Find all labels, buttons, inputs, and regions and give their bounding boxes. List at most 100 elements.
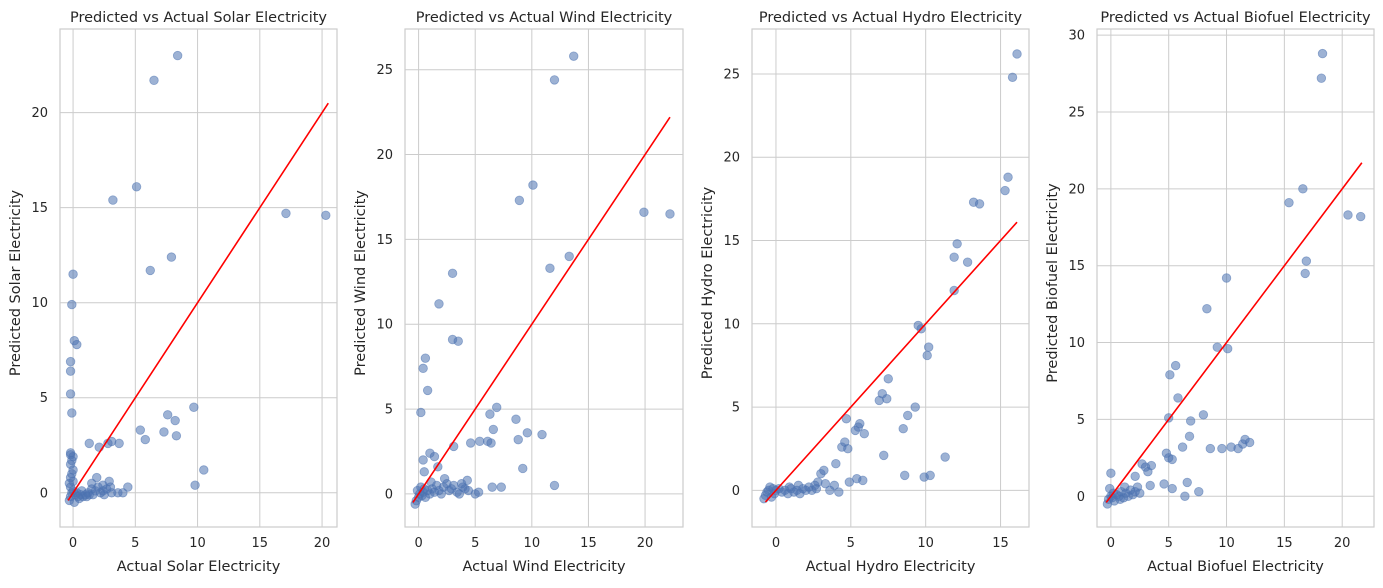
data-point bbox=[456, 479, 467, 489]
data-point bbox=[1298, 184, 1308, 194]
scatter-series bbox=[64, 50, 331, 507]
data-point bbox=[784, 482, 795, 492]
y-tick-label: 25 bbox=[1068, 106, 1085, 121]
data-point bbox=[131, 182, 142, 192]
x-tick-label: 0 bbox=[1107, 536, 1115, 551]
data-point bbox=[492, 402, 502, 413]
data-point bbox=[68, 269, 78, 279]
x-tick-label: 15 bbox=[580, 536, 597, 551]
y-tick-label: 0 bbox=[40, 486, 48, 501]
chart-title: Predicted vs Actual Solar Electricity bbox=[70, 10, 327, 26]
y-tick-label: 5 bbox=[732, 401, 740, 416]
y-tick-label: 20 bbox=[723, 151, 740, 166]
x-axis-label: Actual Hydro Electricity bbox=[806, 559, 976, 575]
data-point bbox=[1222, 344, 1233, 354]
data-point bbox=[1115, 494, 1125, 505]
data-point bbox=[1316, 73, 1327, 83]
data-point bbox=[834, 487, 844, 497]
data-point bbox=[422, 385, 433, 396]
data-point bbox=[1194, 486, 1204, 497]
data-point bbox=[545, 263, 555, 273]
x-tick-label: 5 bbox=[131, 536, 139, 551]
data-point bbox=[1167, 483, 1177, 494]
data-point bbox=[1130, 471, 1140, 481]
data-point bbox=[793, 480, 804, 491]
data-point bbox=[465, 438, 476, 448]
data-point bbox=[1217, 443, 1227, 454]
data-point bbox=[1221, 273, 1232, 283]
data-point bbox=[858, 475, 868, 486]
data-point bbox=[418, 363, 428, 374]
data-point bbox=[1317, 48, 1328, 59]
data-point bbox=[1003, 172, 1013, 182]
y-axis-label: Predicted Hydro Electricity bbox=[700, 186, 716, 379]
data-point bbox=[439, 473, 450, 484]
chart-panel-2: 0 5 10 15 20 0 5 10 15 20 25 Predicted vs Actual Wi… bbox=[353, 10, 684, 575]
data-point bbox=[92, 472, 102, 483]
data-point bbox=[1180, 491, 1190, 501]
data-point bbox=[1106, 468, 1116, 478]
x-axis-label: Actual Wind Electricity bbox=[462, 559, 626, 575]
data-point bbox=[940, 452, 950, 462]
data-point bbox=[665, 209, 675, 219]
data-point bbox=[900, 470, 910, 481]
data-point bbox=[429, 451, 440, 462]
chart-panel-3: 0 5 10 15 0 5 10 15 20 25 Predicted vs Actual Hydr… bbox=[700, 10, 1030, 575]
y-tick-label: 30 bbox=[1068, 29, 1085, 44]
x-tick-label: 20 bbox=[314, 536, 331, 551]
data-point bbox=[831, 459, 841, 469]
y-tick-label: 20 bbox=[1068, 182, 1085, 197]
data-point bbox=[123, 482, 133, 492]
data-point bbox=[84, 438, 94, 449]
data-point bbox=[145, 265, 155, 276]
x-tick-label: 15 bbox=[1276, 536, 1293, 551]
data-point bbox=[949, 252, 959, 262]
data-point bbox=[518, 463, 528, 474]
y-axis-label: Predicted Wind Electricity bbox=[353, 190, 369, 376]
plot-area bbox=[60, 29, 337, 527]
data-point bbox=[189, 402, 199, 412]
y-tick-label: 0 bbox=[1077, 490, 1085, 505]
data-point bbox=[811, 483, 822, 494]
data-point bbox=[1301, 256, 1312, 266]
data-point bbox=[434, 299, 444, 309]
x-tick-label: 10 bbox=[524, 536, 541, 551]
reference-line bbox=[67, 102, 329, 501]
data-point bbox=[569, 51, 579, 61]
data-point bbox=[1146, 460, 1157, 471]
x-tick-label: 5 bbox=[847, 536, 855, 551]
chart-panel-4: 0 5 10 15 20 0 5 10 15 20 25 30 Predicted vs Actual … bbox=[1045, 10, 1375, 575]
data-point bbox=[1000, 185, 1010, 196]
data-point bbox=[486, 438, 496, 448]
data-point bbox=[487, 482, 497, 492]
y-tick-label: 20 bbox=[376, 148, 393, 163]
data-point bbox=[925, 470, 935, 481]
chart-panel-1: 0 5 10 15 20 0 5 10 15 20 Predicted vs Actual Sola… bbox=[8, 10, 338, 575]
data-point bbox=[453, 336, 463, 346]
reference-line bbox=[412, 116, 671, 503]
x-tick-label: 10 bbox=[1218, 536, 1235, 551]
data-point bbox=[105, 482, 116, 492]
data-point bbox=[910, 402, 920, 412]
data-point bbox=[321, 210, 331, 220]
reference-line bbox=[764, 221, 1018, 503]
scatter-series bbox=[759, 49, 1022, 504]
data-point bbox=[114, 438, 124, 449]
data-point bbox=[65, 448, 76, 458]
data-point bbox=[1007, 72, 1018, 83]
data-point bbox=[1170, 360, 1181, 371]
data-point bbox=[1244, 437, 1255, 448]
axes-frame bbox=[404, 28, 684, 528]
data-point bbox=[67, 299, 77, 310]
data-point bbox=[1167, 454, 1177, 465]
x-tick-label: 10 bbox=[189, 536, 206, 551]
y-tick-label: 15 bbox=[723, 234, 740, 249]
y-tick-label: 15 bbox=[1068, 259, 1085, 274]
data-point bbox=[1205, 443, 1216, 454]
data-point bbox=[159, 427, 169, 437]
reference-line bbox=[1105, 162, 1363, 503]
data-point bbox=[883, 374, 893, 384]
y-tick-label: 15 bbox=[31, 201, 48, 216]
